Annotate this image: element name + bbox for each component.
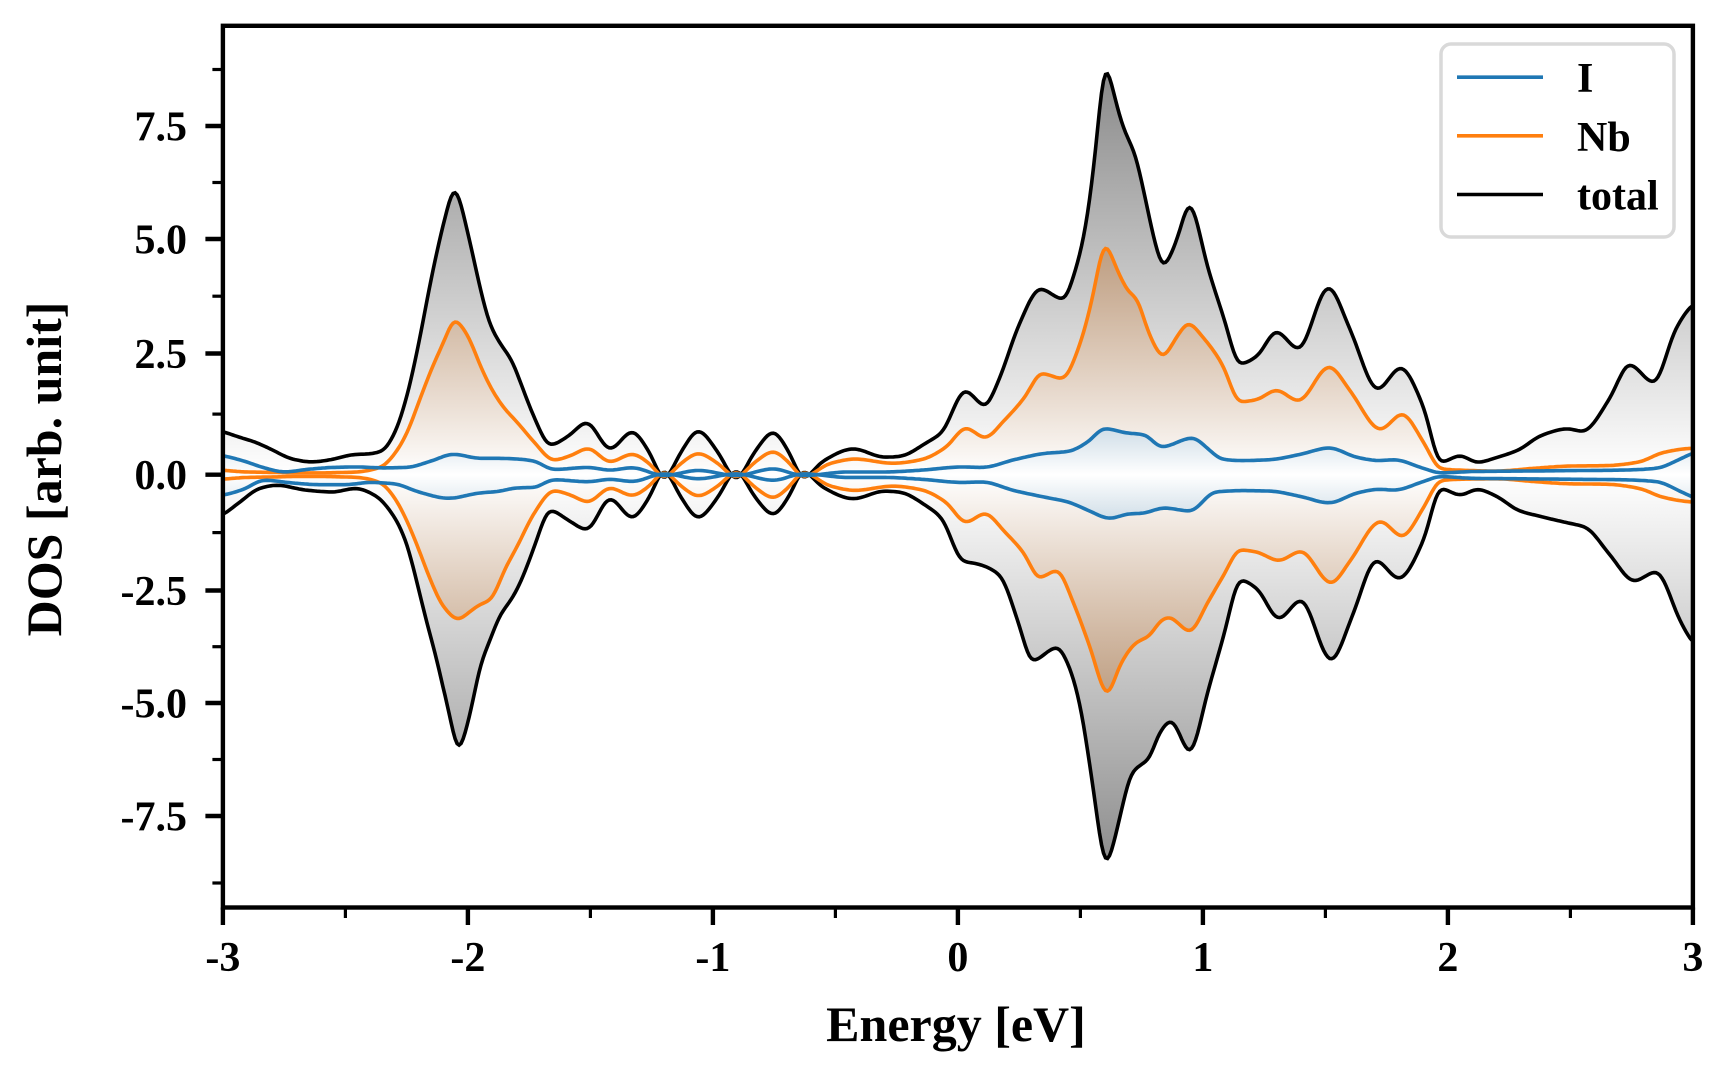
- svg-text:Nb: Nb: [1577, 115, 1631, 161]
- svg-text:-7.5: -7.5: [121, 795, 188, 841]
- svg-text:0.0: 0.0: [135, 453, 188, 499]
- svg-text:-2: -2: [450, 935, 485, 981]
- svg-text:-1: -1: [695, 935, 730, 981]
- svg-text:5.0: 5.0: [135, 218, 188, 264]
- svg-text:7.5: 7.5: [135, 105, 188, 151]
- svg-text:-5.0: -5.0: [121, 682, 188, 728]
- svg-text:total: total: [1577, 174, 1659, 220]
- svg-text:Energy [eV]: Energy [eV]: [826, 996, 1086, 1052]
- svg-text:0: 0: [947, 935, 968, 981]
- svg-text:2.5: 2.5: [135, 332, 188, 378]
- svg-text:-3: -3: [205, 935, 240, 981]
- svg-text:2: 2: [1437, 935, 1458, 981]
- svg-text:DOS [arb. unit]: DOS [arb. unit]: [16, 302, 72, 637]
- svg-text:3: 3: [1682, 935, 1703, 981]
- svg-text:-2.5: -2.5: [121, 569, 188, 615]
- svg-text:1: 1: [1192, 935, 1213, 981]
- svg-text:I: I: [1577, 56, 1593, 102]
